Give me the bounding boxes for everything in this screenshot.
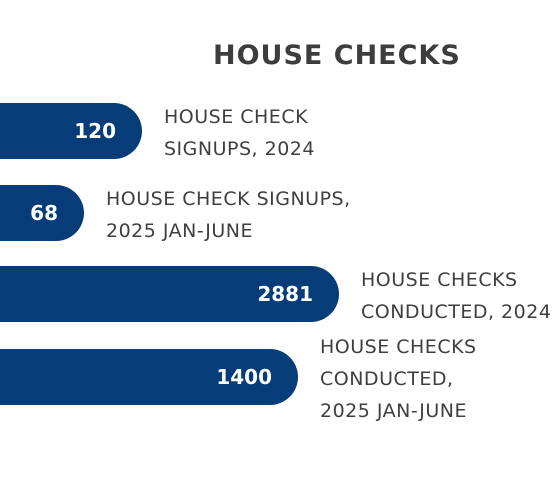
category-label-line: HOUSE CHECK SIGNUPS, [106, 188, 351, 210]
bar-category-label: HOUSE CHECKS CONDUCTED, 2024 [361, 269, 551, 323]
bar-category-label: HOUSE CHECK SIGNUPS, 2025 JAN-JUNE [106, 188, 351, 242]
bar-4 [0, 349, 298, 405]
category-label-line: 2025 JAN-JUNE [320, 400, 467, 422]
bar-category-label: HOUSE CHECKS CONDUCTED, 2025 JAN-JUNE [320, 336, 477, 422]
bar-value-label: 68 [30, 201, 58, 225]
bar-value-label: 120 [74, 119, 116, 143]
category-label-line: 2025 JAN-JUNE [106, 220, 253, 242]
category-label-line: HOUSE CHECKS [320, 336, 477, 358]
category-label-line: CONDUCTED, [320, 368, 454, 390]
bar-category-label: HOUSE CHECK SIGNUPS, 2024 [164, 106, 315, 160]
bar-value-label: 2881 [257, 282, 313, 306]
bar-2 [0, 185, 84, 241]
bar-3 [0, 266, 339, 322]
category-label-line: HOUSE CHECKS [361, 269, 518, 291]
bar-value-label: 1400 [216, 365, 272, 389]
category-label-line: CONDUCTED, 2024 [361, 301, 551, 323]
category-label-line: SIGNUPS, 2024 [164, 138, 315, 160]
bar-1 [0, 103, 142, 159]
category-label-line: HOUSE CHECK [164, 106, 308, 128]
chart-title: HOUSE CHECKS [213, 40, 461, 71]
